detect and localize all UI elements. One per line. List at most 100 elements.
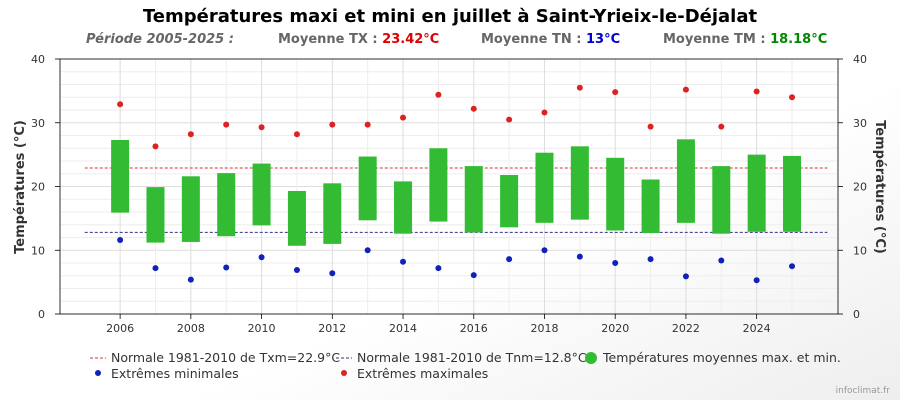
- x-tick-label: 2012: [318, 322, 346, 335]
- bar-2017: [500, 175, 519, 228]
- bar-2019: [570, 146, 589, 220]
- bar-2025: [783, 155, 802, 232]
- legend-bar-label: Températures moyennes max. et min.: [602, 350, 841, 365]
- x-tick-label: 2018: [530, 322, 558, 335]
- subtitle-tn-value: 13°C: [586, 32, 621, 47]
- min-point-2011: [293, 267, 300, 274]
- min-point-2009: [223, 264, 230, 271]
- bar-2024: [747, 154, 766, 232]
- min-point-2016: [470, 272, 477, 279]
- subtitle-periode: Période 2005-2025 :: [86, 32, 234, 47]
- max-point-2015: [435, 91, 442, 98]
- subtitle-tx-value: 23.42°C: [382, 32, 440, 47]
- normal-lines: [84, 167, 828, 233]
- y-tick-label-right: 40: [853, 53, 867, 66]
- x-tick-label: 2020: [601, 322, 629, 335]
- max-point-2006: [117, 101, 124, 108]
- min-point-2020: [612, 260, 619, 266]
- max-points: [117, 84, 796, 150]
- bar-2008: [181, 176, 200, 242]
- y-tick-label-left: 10: [31, 244, 45, 257]
- max-point-2021: [647, 123, 654, 130]
- bar-2009: [217, 173, 236, 237]
- subtitle-tm-label: Moyenne TM :: [663, 32, 766, 47]
- bar-2010: [252, 163, 271, 226]
- x-tick-label: 2014: [389, 322, 417, 335]
- y-tick-label-left: 40: [31, 53, 45, 66]
- max-point-2017: [506, 116, 513, 123]
- min-point-2021: [647, 256, 654, 263]
- subtitle-periode-text: Période 2005-2025 :: [86, 32, 234, 47]
- max-point-2019: [576, 84, 583, 91]
- x-tick-label: 2022: [672, 322, 700, 335]
- y-tick-label-right: 20: [853, 181, 867, 194]
- bar-2023: [712, 166, 731, 234]
- max-point-2009: [223, 121, 230, 128]
- max-point-2020: [612, 89, 619, 96]
- legend-bar-swatch: [585, 352, 597, 364]
- chart-title: Températures maxi et mini en juillet à S…: [142, 6, 758, 27]
- max-point-2025: [789, 94, 796, 101]
- bar-2011: [287, 190, 306, 246]
- bar-2006: [111, 139, 130, 213]
- bar-2016: [464, 166, 483, 233]
- min-points: [117, 237, 796, 284]
- y-tick-label-right: 30: [853, 117, 867, 130]
- bar-2020: [606, 157, 625, 231]
- x-tick-label: 2024: [743, 322, 771, 335]
- max-point-2007: [152, 143, 159, 150]
- max-point-2022: [682, 86, 689, 93]
- min-point-2018: [541, 247, 548, 254]
- y-tick-label-left: 30: [31, 117, 45, 130]
- credit-text: infoclimat.fr: [835, 386, 890, 396]
- subtitle-tx-label: Moyenne TX :: [278, 32, 378, 47]
- x-tick-label: 2016: [460, 322, 488, 335]
- y-axis-title-left: Températures (°C): [13, 120, 28, 254]
- subtitle-tm: Moyenne TM : 18.18°C: [663, 32, 827, 47]
- min-point-2010: [258, 254, 265, 261]
- legend-min-label: Extrêmes minimales: [111, 366, 239, 381]
- bar-2022: [676, 139, 695, 223]
- min-point-2006: [117, 237, 124, 244]
- bar-2014: [394, 181, 413, 234]
- min-point-2013: [364, 247, 371, 254]
- min-point-2024: [753, 277, 760, 284]
- min-point-2017: [506, 256, 513, 263]
- y-tick-label-left: 0: [38, 308, 45, 321]
- min-point-2014: [400, 258, 407, 265]
- max-point-2016: [470, 105, 477, 112]
- min-point-2019: [576, 253, 583, 260]
- legend: Normale 1981-2010 de Txm=22.9°C Normale …: [90, 350, 841, 381]
- max-point-2014: [400, 114, 407, 121]
- y-tick-label-right: 10: [853, 244, 867, 257]
- bar-2013: [358, 156, 377, 221]
- legend-min-swatch: [95, 370, 101, 376]
- y-tick-label-left: 20: [31, 181, 45, 194]
- bars: [111, 139, 802, 246]
- y-tick-label-right: 0: [853, 308, 860, 321]
- legend-normal-min-label: Normale 1981-2010 de Tnm=12.8°C: [357, 350, 587, 365]
- max-point-2008: [187, 131, 194, 138]
- y-axis-title-right: Températures (°C): [872, 120, 887, 254]
- legend-normal-max-label: Normale 1981-2010 de Txm=22.9°C: [111, 350, 340, 365]
- legend-max-label: Extrêmes maximales: [357, 366, 488, 381]
- min-point-2012: [329, 270, 336, 277]
- max-point-2018: [541, 109, 548, 116]
- x-tick-label: 2010: [248, 322, 276, 335]
- subtitle-tn: Moyenne TN : 13°C: [481, 32, 620, 47]
- min-point-2007: [152, 265, 159, 272]
- y-ticks-left: 0 10 20 30 40: [31, 53, 60, 321]
- x-ticks: 2006 2008 2010 2012 2014 2016 2018 2020 2022 2024: [106, 314, 771, 335]
- bar-2018: [535, 152, 554, 223]
- subtitle-tn-label: Moyenne TN :: [481, 32, 582, 47]
- min-point-2025: [789, 263, 796, 270]
- max-point-2024: [753, 88, 760, 95]
- min-point-2023: [718, 257, 725, 264]
- bar-2015: [429, 148, 448, 222]
- max-point-2012: [329, 121, 336, 128]
- max-point-2010: [258, 124, 265, 131]
- min-point-2008: [187, 276, 194, 283]
- x-tick-label: 2006: [106, 322, 134, 335]
- bar-2007: [146, 187, 165, 243]
